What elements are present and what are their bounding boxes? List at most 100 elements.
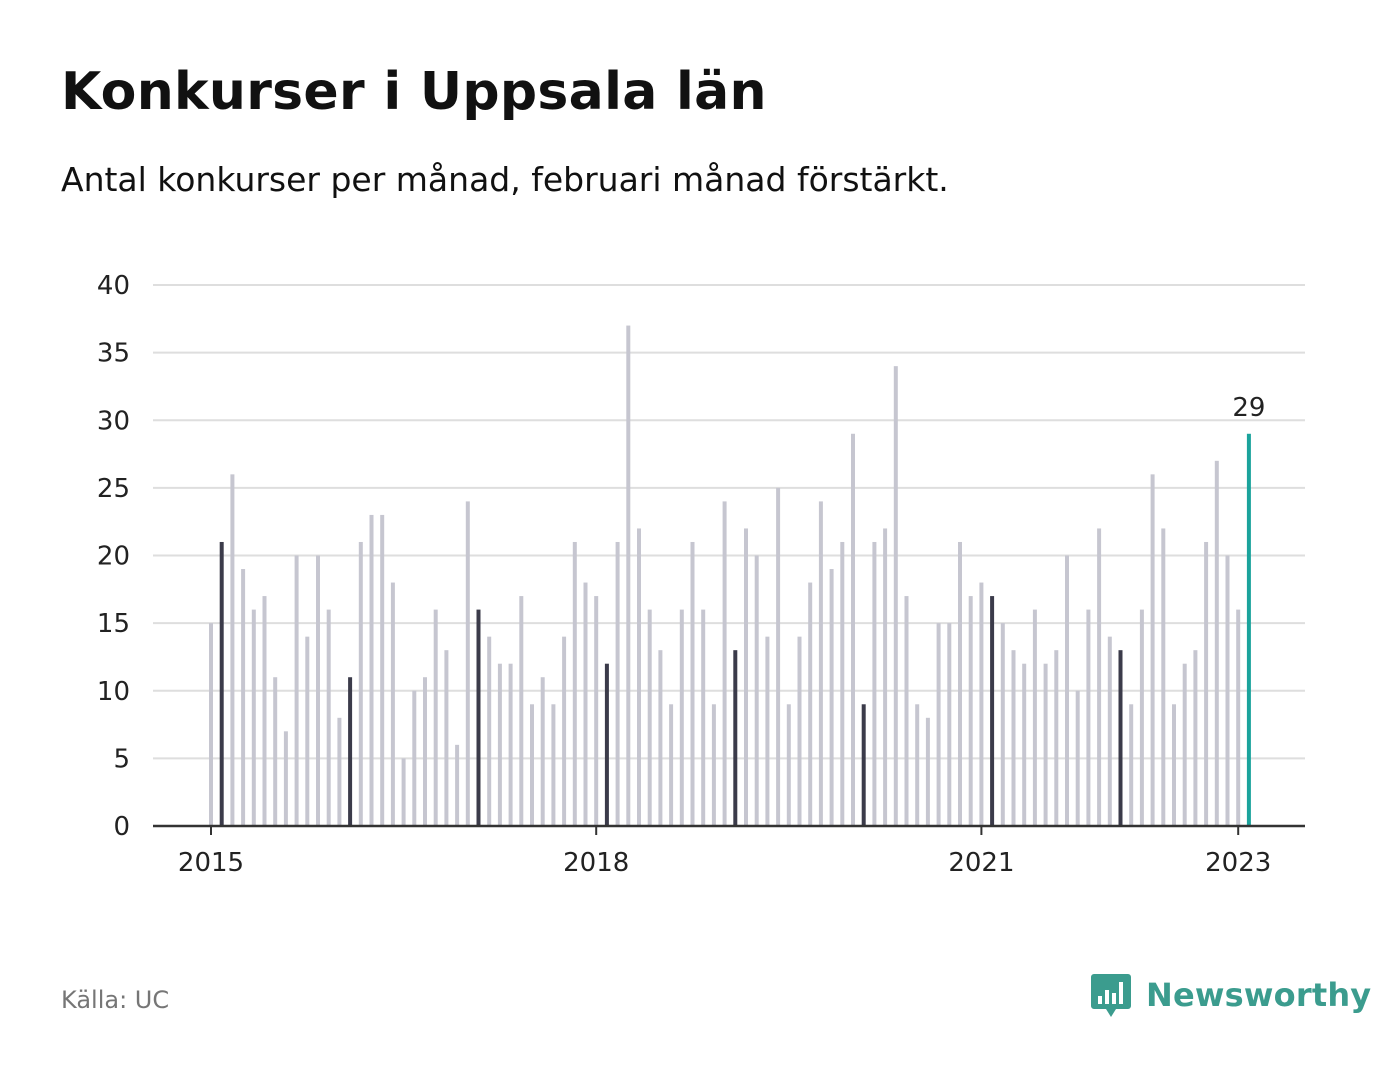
bar [915, 704, 920, 826]
chart-title: Konkurser i Uppsala län [61, 62, 767, 122]
bar [1139, 609, 1144, 826]
bar [893, 366, 898, 826]
bar [369, 514, 374, 826]
bar [765, 636, 770, 826]
bar [615, 541, 620, 826]
bar [851, 433, 855, 826]
bar [551, 704, 556, 826]
bar [711, 704, 716, 826]
source-note: Källa: UC [61, 986, 170, 1014]
bar [1236, 609, 1241, 826]
bar [1032, 609, 1037, 826]
bar [583, 582, 588, 826]
x-tick-label: 2023 [1205, 848, 1271, 878]
annotations: 29 [1232, 393, 1265, 423]
bar [947, 623, 952, 826]
newsworthy-logo-icon [1091, 974, 1131, 1017]
bar [1204, 541, 1209, 826]
bar [861, 704, 866, 826]
latest-value-label: 29 [1232, 393, 1265, 423]
bar [883, 528, 888, 826]
y-tick-label: 10 [97, 677, 130, 707]
bar-chart: 0 5 10 15 20 25 30 35 40 2015 2018 2021 2023 29 [97, 271, 1305, 878]
y-tick-label: 0 [113, 812, 130, 842]
bar [1086, 609, 1091, 826]
bar [979, 582, 984, 826]
bar [733, 650, 738, 826]
bar [1182, 663, 1187, 826]
bar [358, 541, 363, 826]
bar [872, 541, 877, 826]
bar [1118, 650, 1123, 826]
bar [1054, 650, 1059, 826]
bar [818, 501, 823, 826]
bar [219, 541, 224, 826]
bar [968, 596, 973, 826]
bar [626, 325, 631, 826]
y-tick-label: 15 [97, 609, 130, 639]
bar [572, 541, 577, 826]
bar [958, 541, 962, 826]
y-tick-label: 30 [97, 406, 130, 436]
bar [904, 596, 909, 826]
bar [797, 636, 802, 826]
bar [348, 677, 353, 826]
bar [455, 744, 460, 826]
bar [1129, 704, 1134, 826]
bars [209, 325, 1251, 826]
bar [594, 596, 599, 826]
bar [390, 582, 395, 826]
bar [476, 609, 481, 826]
x-tick-label: 2015 [178, 848, 244, 878]
bar [241, 569, 246, 826]
bar [840, 541, 845, 826]
bar [326, 609, 331, 826]
bar [808, 582, 813, 826]
bar [936, 623, 941, 826]
bar [1065, 555, 1069, 826]
bar [1075, 690, 1080, 826]
bar [540, 677, 545, 826]
bar [262, 596, 267, 826]
bar [209, 623, 213, 826]
bar [1000, 623, 1005, 826]
bar [744, 528, 748, 826]
bar [1107, 636, 1112, 826]
bar [519, 596, 524, 826]
bar [1246, 433, 1251, 826]
x-tick-label: 2021 [948, 848, 1014, 878]
bar [1172, 704, 1176, 826]
bar [273, 677, 278, 826]
bar [530, 704, 534, 826]
bar [679, 609, 684, 826]
brand-logo[interactable]: Newsworthy [1090, 970, 1371, 1020]
bar [423, 677, 427, 826]
bar [776, 487, 781, 826]
bar [230, 474, 235, 826]
bar [701, 609, 706, 826]
bar [690, 541, 695, 826]
bar [829, 569, 834, 826]
bar [990, 596, 995, 826]
grid-lines [153, 284, 1305, 760]
chart-subtitle: Antal konkurser per månad, februari måna… [61, 160, 949, 199]
bar [1022, 663, 1027, 826]
bar [1097, 528, 1102, 826]
bar [508, 663, 513, 826]
brand-name: Newsworthy [1146, 976, 1372, 1014]
bar [380, 514, 385, 826]
bar [401, 758, 406, 826]
bar [925, 717, 930, 826]
bar [1161, 528, 1166, 826]
bar [722, 501, 727, 826]
y-tick-label: 40 [97, 271, 130, 301]
y-axis-ticks: 0 5 10 15 20 25 30 35 40 [97, 271, 130, 842]
bar [283, 731, 288, 826]
bar [637, 528, 641, 826]
x-axis: 2015 2018 2021 2023 [153, 824, 1305, 878]
y-tick-label: 5 [113, 744, 130, 774]
bar [754, 555, 759, 826]
bar [647, 609, 652, 826]
bar [251, 609, 256, 826]
bar [316, 555, 320, 826]
